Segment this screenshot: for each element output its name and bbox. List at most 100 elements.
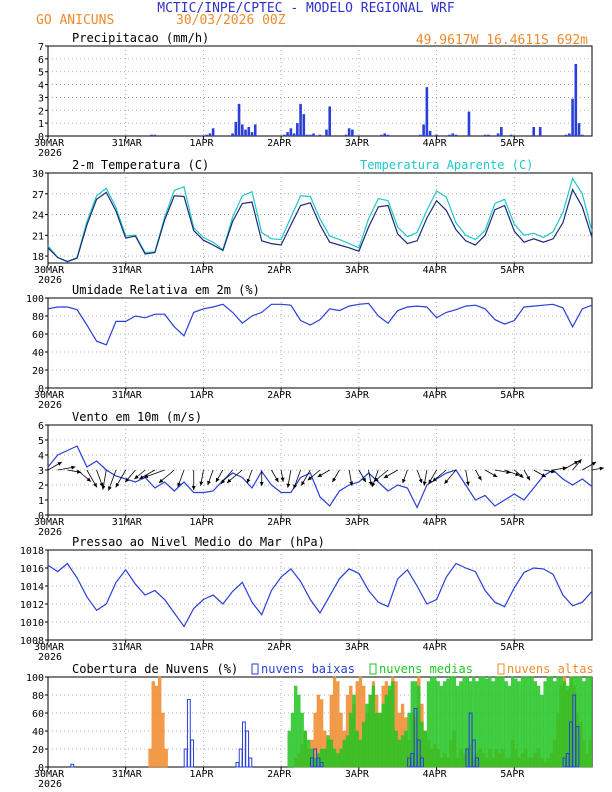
cloud-bar-mid: [536, 685, 541, 768]
wind-arrow-head: [362, 477, 366, 483]
precip-bar: [283, 134, 286, 136]
cloud-bar-mid: [459, 681, 463, 768]
cloud-bar-mid: [381, 703, 385, 768]
wind-arrow-head: [293, 484, 297, 489]
cloud-bar-low: [416, 739, 421, 768]
wind-arrow-head: [515, 472, 520, 476]
cloud-bar-low: [190, 739, 195, 768]
run-time: 30/03/2026 00Z: [176, 13, 286, 28]
cloud-bar-high: [148, 748, 152, 768]
cloud-bar-mid: [378, 712, 382, 768]
humidity-xyear: 2026: [38, 400, 62, 411]
cloud-bar-mid: [514, 678, 518, 768]
precip-bar: [574, 64, 578, 136]
cloud-bar-mid: [300, 712, 304, 768]
wind-arrow-head: [274, 477, 279, 483]
cloud-bar-mid: [491, 681, 495, 768]
temp-xtick: 1APR: [189, 265, 214, 276]
precip-bar: [247, 127, 251, 136]
humidity-frame: [47, 297, 593, 389]
pressure-xtick: 30MAR: [34, 642, 65, 653]
wind-arrow-head: [349, 481, 354, 486]
cloud-bar-mid: [530, 676, 534, 768]
wind-arrow-head: [465, 481, 470, 486]
pressure-ytick: 1014: [20, 582, 44, 593]
pressure-title: Pressao ao Nivel Medio do Mar (hPa): [72, 535, 325, 549]
precip-bar: [419, 134, 422, 136]
wind-arrow-head: [332, 477, 337, 483]
wind-xtick: 3APR: [345, 517, 370, 528]
precip-bar: [532, 127, 536, 136]
cloud-bar-mid: [501, 676, 505, 768]
pressure-ytick: 1008: [20, 636, 44, 647]
wind-speed-line: [47, 445, 593, 509]
precip-xtick: 1APR: [189, 138, 214, 149]
precip-bar: [422, 124, 425, 136]
cloud-bar-low: [183, 748, 188, 768]
precip-bar: [538, 127, 542, 136]
wind-arrow-head: [215, 477, 220, 483]
clouds-xtick: 1APR: [189, 769, 214, 780]
wind-arrow-head: [199, 481, 204, 486]
temp-legend: Temperatura Aparente (C): [360, 158, 533, 172]
temp-ytick: 21: [32, 231, 44, 242]
cloud-bar-mid: [391, 681, 395, 768]
wind-arrow-head: [444, 479, 449, 484]
precip-bar: [244, 129, 247, 136]
wind-arrow-head: [139, 475, 144, 479]
cloud-bar-mid: [430, 676, 434, 768]
wind-arrow-head: [550, 469, 556, 474]
cloud-bar-high: [161, 712, 165, 768]
wind-arrow-head: [246, 478, 251, 484]
pressure-ytick: 1018: [20, 546, 44, 557]
wind-ytick: 3: [38, 466, 44, 477]
precip-bar: [435, 134, 438, 136]
wind-ytick: 4: [38, 451, 44, 462]
wind-arrow-head: [93, 482, 97, 488]
precip-ytick: 3: [38, 93, 44, 104]
precip-bar: [500, 127, 503, 136]
humidity-title: Umidade Relativa em 2m (%): [72, 283, 260, 297]
wind-arrow-head: [115, 482, 120, 488]
wind-arrow-head: [374, 477, 379, 482]
wind-arrow-head: [207, 480, 211, 486]
precip-xtick: 31MAR: [112, 138, 143, 149]
humidity-ytick: 40: [32, 348, 44, 359]
cloud-bar-mid: [546, 676, 550, 768]
precip-frame: [47, 45, 593, 137]
temp-ytick: 30: [32, 169, 44, 180]
humidity-xtick: 2APR: [267, 390, 292, 401]
clouds-xyear: 2026: [38, 779, 62, 790]
cloud-bar-mid: [543, 681, 547, 768]
cloud-bar-mid: [362, 721, 366, 768]
precip-bar: [150, 134, 153, 136]
cloud-bar-mid: [400, 735, 405, 768]
precip-bar: [308, 134, 312, 136]
wind-arrow-head: [221, 479, 226, 484]
clouds-ytick: 40: [32, 727, 44, 738]
precip-panel: 0 1 2 34 5 6 7 30MAR 31MAR 1APR 2APR 3APR 4APR 5APR 20…: [34, 31, 593, 159]
pressure-frame: [47, 549, 593, 641]
wind-arrow-head: [317, 473, 323, 477]
cloud-legend-swatch: [497, 663, 505, 675]
cloud-bar-mid: [326, 735, 330, 768]
clouds-title: Cobertura de Nuvens (%): [72, 662, 238, 676]
precip-ytick: 5: [38, 68, 44, 79]
cloud-bar-mid: [439, 685, 444, 768]
temp-panel: 18 21 24 27 30 30MAR 31MAR 1APR 2APR 3APR 4APR 5APR…: [32, 158, 593, 286]
chart-title: MCTIC/INPE/CPTEC - MODELO REGIONAL WRF: [157, 1, 455, 16]
cloud-bar-mid: [504, 681, 508, 768]
cloud-legend-label: nuvens baixas: [261, 662, 355, 676]
clouds-ytick: 60: [32, 709, 44, 720]
precip-bar: [425, 87, 429, 136]
cloud-bar-low: [248, 757, 253, 768]
cloud-bar-mid: [323, 748, 327, 768]
precip-bar: [564, 134, 568, 136]
cloud-bar-mid: [527, 676, 531, 768]
pressure-ytick: 1016: [20, 564, 44, 575]
clouds-ytick: 0: [38, 763, 44, 774]
humidity-xtick: 1APR: [189, 390, 214, 401]
precip-bar: [347, 128, 351, 136]
humidity-xtick: 4APR: [423, 390, 448, 401]
precip-bar: [448, 134, 451, 136]
